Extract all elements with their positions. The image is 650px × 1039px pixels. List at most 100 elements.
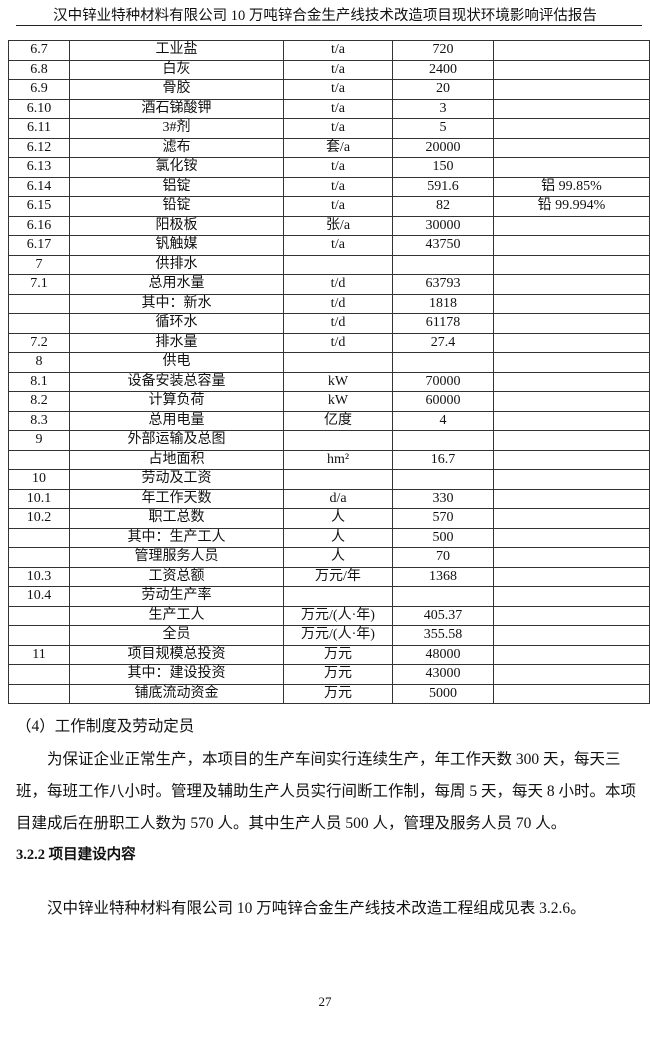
table-cell bbox=[493, 449, 650, 470]
table-cell: 氯化铵 bbox=[69, 157, 284, 178]
table-cell: 6.13 bbox=[8, 157, 70, 178]
table-cell: 6.12 bbox=[8, 137, 70, 158]
table-cell: 5000 bbox=[392, 683, 494, 704]
table-cell bbox=[8, 313, 70, 334]
table-cell: t/a bbox=[283, 59, 393, 80]
table-cell: 万元 bbox=[283, 664, 393, 685]
table-cell: 3 bbox=[392, 98, 494, 119]
table-cell: 工资总额 bbox=[69, 566, 284, 587]
table-cell: 48000 bbox=[392, 644, 494, 665]
table-cell: t/a bbox=[283, 235, 393, 256]
table-cell: 82 bbox=[392, 196, 494, 217]
table-row: 8.2 计算负荷 kW 60000 bbox=[8, 391, 650, 412]
table-cell: t/a bbox=[283, 79, 393, 100]
table-row: 8 供电 bbox=[8, 352, 650, 373]
table-cell: 设备安装总容量 bbox=[69, 371, 284, 392]
table-cell: t/a bbox=[283, 157, 393, 178]
paragraph-work-system: 为保证企业正常生产，本项目的生产车间实行连续生产，年工作天数 300 天，每天三… bbox=[16, 751, 637, 832]
table-cell: 总用电量 bbox=[69, 410, 284, 431]
table-cell bbox=[493, 527, 650, 548]
table-cell: 570 bbox=[392, 508, 494, 529]
table-cell: 管理服务人员 bbox=[69, 547, 284, 568]
table-cell bbox=[493, 352, 650, 373]
table-cell: 20 bbox=[392, 79, 494, 100]
table-row: 6.15 铅锭 t/a 82 铅 99.994% bbox=[8, 196, 650, 217]
table-row: 铺底流动资金 万元 5000 bbox=[8, 683, 650, 704]
table-cell bbox=[493, 235, 650, 256]
table-cell: 6.7 bbox=[8, 40, 70, 61]
table-cell: 11 bbox=[8, 644, 70, 665]
table-cell: 供排水 bbox=[69, 254, 284, 275]
table-cell: 铺底流动资金 bbox=[69, 683, 284, 704]
table-row: 10.1 年工作天数 d/a 330 bbox=[8, 488, 650, 509]
table-cell bbox=[493, 274, 650, 295]
table-cell: 循环水 bbox=[69, 313, 284, 334]
table-cell: 骨胶 bbox=[69, 79, 284, 100]
table-cell: 3#剂 bbox=[69, 118, 284, 139]
table-cell: 生产工人 bbox=[69, 605, 284, 626]
table-cell: 万元/(人·年) bbox=[283, 605, 393, 626]
table-cell bbox=[493, 430, 650, 451]
table-cell: 张/a bbox=[283, 215, 393, 236]
table-cell: 720 bbox=[392, 40, 494, 61]
table-cell bbox=[283, 586, 393, 607]
table-cell: t/a bbox=[283, 40, 393, 61]
table-cell: 1368 bbox=[392, 566, 494, 587]
table-cell: 10.2 bbox=[8, 508, 70, 529]
running-header: 汉中锌业特种材料有限公司 10 万吨锌合金生产线技术改造项目现状环境影响评估报告 bbox=[53, 8, 597, 24]
table-cell: 套/a bbox=[283, 137, 393, 158]
table-cell: 5 bbox=[392, 118, 494, 139]
table-cell bbox=[283, 254, 393, 275]
table-row: 6.12 滤布 套/a 20000 bbox=[8, 137, 650, 158]
table-cell bbox=[493, 547, 650, 568]
table-row: 9 外部运输及总图 bbox=[8, 430, 650, 451]
table-row: 6.16 阳极板 张/a 30000 bbox=[8, 215, 650, 236]
table-row: 7 供排水 bbox=[8, 254, 650, 275]
table-cell: 27.4 bbox=[392, 332, 494, 353]
table-cell bbox=[392, 469, 494, 490]
table-cell: 8.1 bbox=[8, 371, 70, 392]
table-cell: 劳动生产率 bbox=[69, 586, 284, 607]
table-row: 生产工人 万元/(人·年) 405.37 bbox=[8, 605, 650, 626]
table-cell: 排水量 bbox=[69, 332, 284, 353]
header-rule bbox=[16, 25, 642, 26]
table-cell: d/a bbox=[283, 488, 393, 509]
table-row: 管理服务人员人 70 bbox=[8, 547, 650, 568]
table-row: 8.3 总用电量 亿度 4 bbox=[8, 410, 650, 431]
table-row: 10.2 职工总数人 570 bbox=[8, 508, 650, 529]
table-cell: 铅锭 bbox=[69, 196, 284, 217]
paragraph-text: 汉中锌业特种材料有限公司 10 万吨锌合金生产线技术改造工程组成见表 3.2.6… bbox=[47, 900, 586, 917]
project-parameters-table: 6.7 工业盐 t/a 720 6.8 白灰 t/a 2400 6.9 骨胶 t/a 20 6.10 酒石… bbox=[8, 40, 650, 704]
table-cell: 9 bbox=[8, 430, 70, 451]
table-cell bbox=[8, 293, 70, 314]
table-cell: 16.7 bbox=[392, 449, 494, 470]
table-cell: t/d bbox=[283, 293, 393, 314]
table-cell: hm² bbox=[283, 449, 393, 470]
table-cell bbox=[8, 664, 70, 685]
table-cell: 6.11 bbox=[8, 118, 70, 139]
table-row: 10.3 工资总额 万元/年 1368 bbox=[8, 566, 650, 587]
table-cell bbox=[493, 118, 650, 139]
table-cell bbox=[493, 683, 650, 704]
table-row: 7.1 总用水量 t/d 63793 bbox=[8, 274, 650, 295]
table-row: 6.17 钒触媒 t/a 43750 bbox=[8, 235, 650, 256]
table-cell bbox=[493, 391, 650, 412]
table-cell: 330 bbox=[392, 488, 494, 509]
table-cell bbox=[392, 586, 494, 607]
table-cell: 8 bbox=[8, 352, 70, 373]
table-row: 8.1 设备安装总容量 kW 70000 bbox=[8, 371, 650, 392]
table-row: 其中：生产工人人 500 bbox=[8, 527, 650, 548]
table-cell: 总用水量 bbox=[69, 274, 284, 295]
table-cell: 人 bbox=[283, 527, 393, 548]
table-cell: 2400 bbox=[392, 59, 494, 80]
table-cell bbox=[493, 59, 650, 80]
table-cell bbox=[493, 215, 650, 236]
table-cell: 6.15 bbox=[8, 196, 70, 217]
table-cell bbox=[283, 352, 393, 373]
table-cell bbox=[493, 664, 650, 685]
section-heading: 3.2.2 项目建设内容 bbox=[16, 847, 136, 863]
table-cell: 工业盐 bbox=[69, 40, 284, 61]
table-cell: 白灰 bbox=[69, 59, 284, 80]
table-cell bbox=[8, 625, 70, 646]
